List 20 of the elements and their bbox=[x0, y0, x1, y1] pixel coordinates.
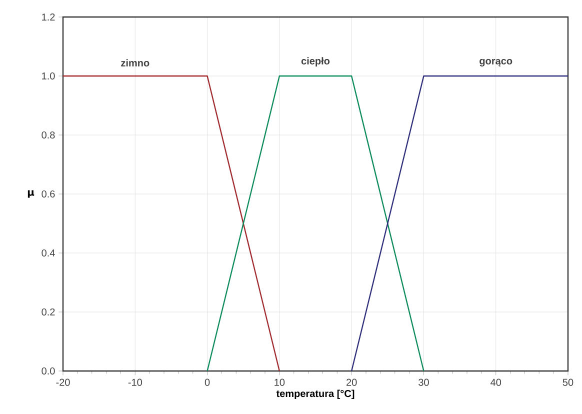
y-tick-label: 1.2 bbox=[42, 14, 55, 20]
y-axis-title: μ bbox=[28, 190, 34, 198]
y-tick-label: 0.8 bbox=[42, 131, 55, 139]
x-tick-label: -10 bbox=[128, 378, 142, 386]
x-tick-label: 10 bbox=[274, 378, 285, 386]
y-tick-label: 1.0 bbox=[42, 72, 55, 80]
x-tick-label: 40 bbox=[490, 378, 502, 386]
series-label: gorąco bbox=[480, 58, 512, 66]
x-axis-title: temperatura [°C] bbox=[276, 390, 354, 400]
x-tick-label: 0 bbox=[204, 378, 210, 386]
x-tick-label: 20 bbox=[346, 378, 357, 386]
y-tick-label: 0.2 bbox=[42, 308, 55, 316]
x-tick-label: 30 bbox=[418, 378, 429, 386]
y-tick-label: 0.4 bbox=[42, 249, 55, 257]
series-label: ciepło bbox=[301, 57, 330, 66]
y-tick-label: 0.6 bbox=[42, 190, 55, 198]
y-tick-label: 0.0 bbox=[42, 367, 55, 375]
series-label: zimno bbox=[121, 59, 150, 66]
x-tick-label: 50 bbox=[562, 378, 574, 386]
x-tick-label: -20 bbox=[56, 378, 70, 386]
